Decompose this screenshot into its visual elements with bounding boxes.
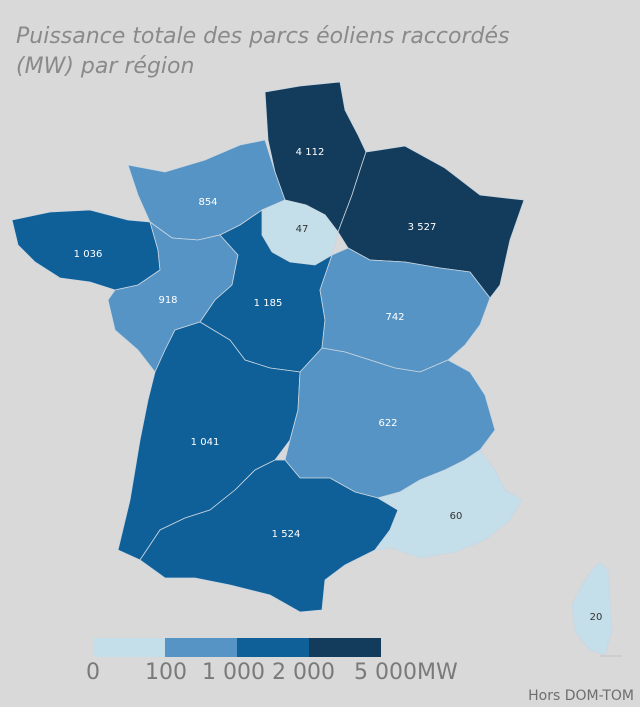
legend-swatch-2000-5000 <box>309 638 381 657</box>
region-label-bretagne: 1 036 <box>74 249 103 260</box>
legend-swatch-1000-2000 <box>237 638 309 657</box>
legend-tick-2000: 2 000 <box>272 660 335 685</box>
region-label-bourgogne-franche-comte: 742 <box>385 312 404 323</box>
region-label-ile-de-france: 47 <box>296 224 309 235</box>
legend-tick-0: 0 <box>86 660 100 685</box>
region-corse <box>571 561 613 656</box>
region-label-normandie: 854 <box>198 197 217 208</box>
legend-tick-5000: 5 000MW <box>354 660 458 685</box>
footnote-hors-dom-tom: Hors DOM-TOM <box>528 688 634 704</box>
legend-swatch-0-100 <box>93 638 165 657</box>
legend-color-bar <box>93 638 381 657</box>
region-label-centre-val-de-loire: 1 185 <box>254 298 283 309</box>
legend-swatch-100-1000 <box>165 638 237 657</box>
region-label-nouvelle-aquitaine: 1 041 <box>191 437 220 448</box>
region-label-hauts-de-france: 4 112 <box>296 147 325 158</box>
region-label-pays-de-la-loire: 918 <box>158 295 177 306</box>
legend-tick-1000: 1 000 <box>202 660 265 685</box>
map-title-line-1: Puissance totale des parcs éoliens racco… <box>16 24 510 49</box>
region-label-auvergne-rhone-alpes: 622 <box>378 418 397 429</box>
region-provence-alpes-cote-d-azur <box>374 449 523 559</box>
legend-tick-100: 100 <box>145 660 187 685</box>
region-label-corse: 20 <box>590 612 603 623</box>
region-label-grand-est: 3 527 <box>408 222 437 233</box>
region-label-provence-alpes-cote-d-azur: 60 <box>450 511 463 522</box>
map-title: Puissance totale des parcs éoliens racco… <box>16 22 576 82</box>
region-label-occitanie: 1 524 <box>272 529 301 540</box>
map-title-line-2: (MW) par région <box>16 54 195 79</box>
region-bourgogne-franche-comte <box>319 247 491 373</box>
legend-ticks: 0 100 1 000 2 000 5 000MW <box>0 660 640 690</box>
